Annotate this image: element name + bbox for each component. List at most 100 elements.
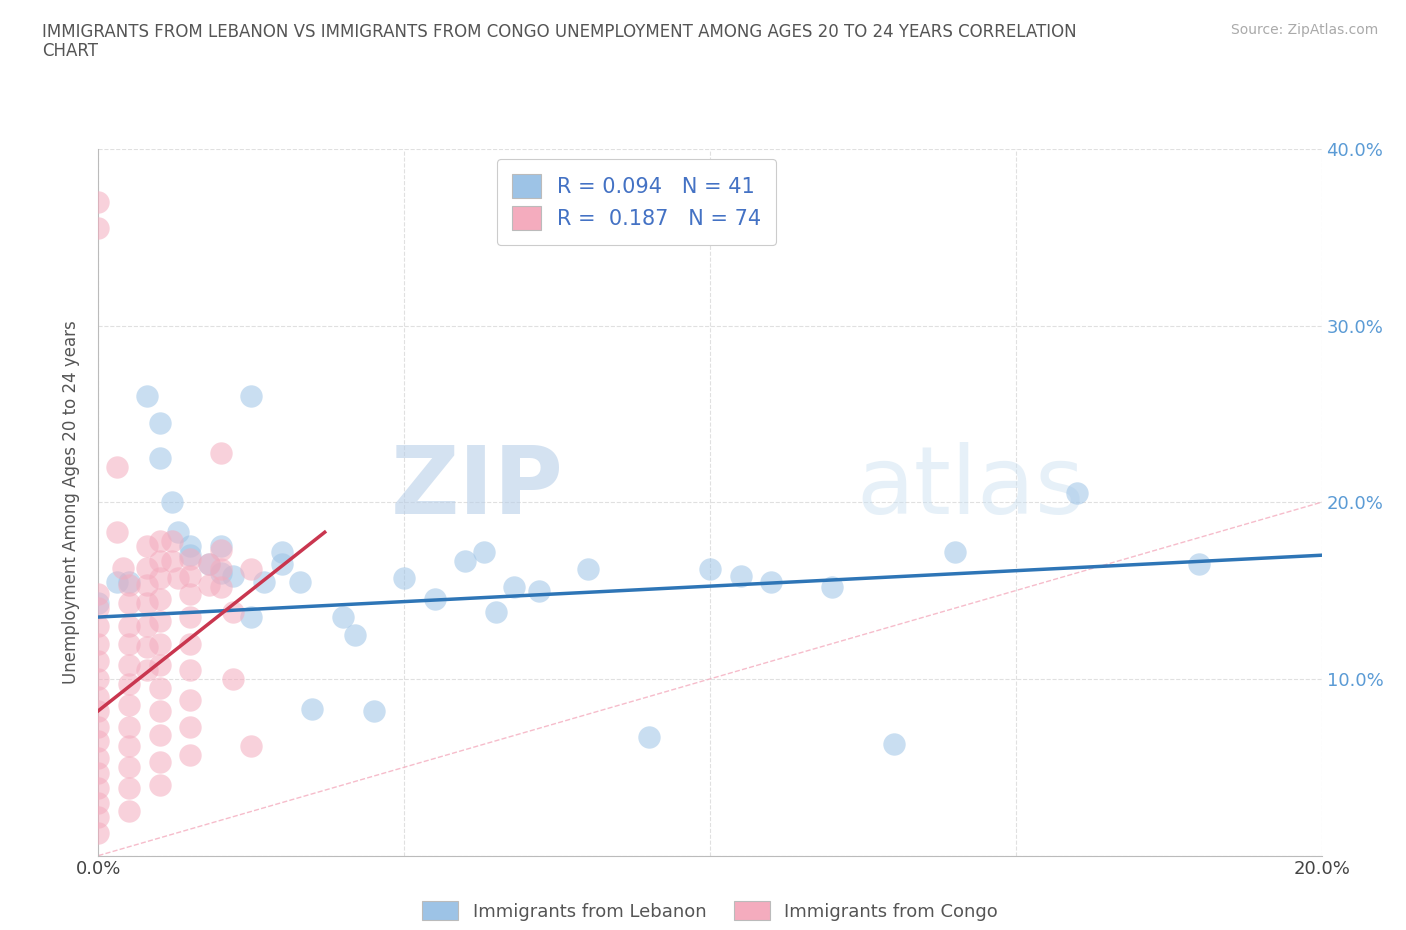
Text: Source: ZipAtlas.com: Source: ZipAtlas.com [1230, 23, 1378, 37]
Point [149, 553, 172, 568]
Point [149, 592, 172, 607]
Text: CHART: CHART [42, 42, 98, 60]
Point [118, 677, 141, 692]
Point [179, 748, 201, 763]
Point [179, 610, 201, 625]
Point [179, 569, 201, 584]
Point [87, 719, 110, 734]
Point [149, 451, 172, 466]
Point [472, 544, 495, 559]
Point [167, 525, 190, 539]
Point [637, 730, 661, 745]
Point [209, 579, 232, 594]
Point [423, 592, 446, 607]
Point [87, 601, 110, 616]
Legend: Immigrants from Lebanon, Immigrants from Congo: Immigrants from Lebanon, Immigrants from… [415, 894, 1005, 928]
Point [209, 539, 232, 554]
Point [118, 618, 141, 633]
Point [118, 760, 141, 775]
Point [179, 587, 201, 602]
Point [118, 595, 141, 610]
Point [301, 701, 323, 716]
Point [87, 671, 110, 686]
Point [252, 575, 274, 590]
Point [759, 575, 782, 590]
Point [167, 571, 190, 586]
Point [209, 542, 232, 557]
Point [179, 636, 201, 651]
Point [87, 595, 110, 610]
Point [87, 703, 110, 718]
Point [87, 618, 110, 633]
Point [209, 562, 232, 577]
Point [87, 765, 110, 780]
Point [821, 579, 844, 594]
Point [136, 560, 159, 575]
Point [240, 389, 263, 404]
Point [222, 569, 245, 584]
Point [179, 693, 201, 708]
Point [344, 628, 367, 643]
Point [136, 539, 159, 554]
Point [87, 689, 110, 704]
Point [179, 551, 201, 566]
Point [209, 445, 232, 460]
Point [883, 737, 905, 751]
Point [197, 578, 219, 592]
Point [87, 733, 110, 748]
Point [87, 194, 110, 209]
Point [197, 556, 219, 571]
Point [111, 560, 134, 575]
Point [149, 681, 172, 696]
Point [118, 575, 141, 590]
Point [392, 571, 416, 586]
Point [699, 562, 721, 577]
Point [149, 754, 172, 769]
Point [1066, 486, 1088, 501]
Point [87, 636, 110, 651]
Point [118, 781, 141, 796]
Point [240, 562, 263, 577]
Point [454, 553, 477, 568]
Point [270, 544, 292, 559]
Point [1188, 556, 1211, 571]
Point [87, 809, 110, 824]
Point [149, 703, 172, 718]
Point [105, 459, 128, 474]
Point [136, 389, 159, 404]
Point [576, 562, 599, 577]
Point [179, 539, 201, 554]
Point [730, 569, 752, 584]
Point [118, 578, 141, 592]
Point [160, 553, 183, 568]
Point [87, 781, 110, 796]
Point [87, 751, 110, 766]
Point [209, 565, 232, 580]
Point [87, 825, 110, 840]
Y-axis label: Unemployment Among Ages 20 to 24 years: Unemployment Among Ages 20 to 24 years [62, 320, 80, 684]
Point [503, 579, 526, 594]
Point [105, 525, 128, 539]
Point [136, 640, 159, 655]
Text: atlas: atlas [856, 442, 1085, 534]
Point [179, 662, 201, 677]
Point [87, 221, 110, 236]
Point [527, 583, 550, 598]
Point [332, 610, 354, 625]
Point [118, 804, 141, 819]
Point [179, 719, 201, 734]
Point [149, 777, 172, 792]
Point [149, 728, 172, 743]
Point [136, 662, 159, 677]
Point [179, 548, 201, 563]
Point [160, 534, 183, 549]
Point [136, 618, 159, 633]
Point [363, 703, 385, 718]
Point [270, 556, 292, 571]
Point [222, 604, 245, 619]
Point [943, 544, 966, 559]
Point [149, 416, 172, 431]
Point [149, 613, 172, 628]
Point [118, 658, 141, 672]
Point [485, 604, 508, 619]
